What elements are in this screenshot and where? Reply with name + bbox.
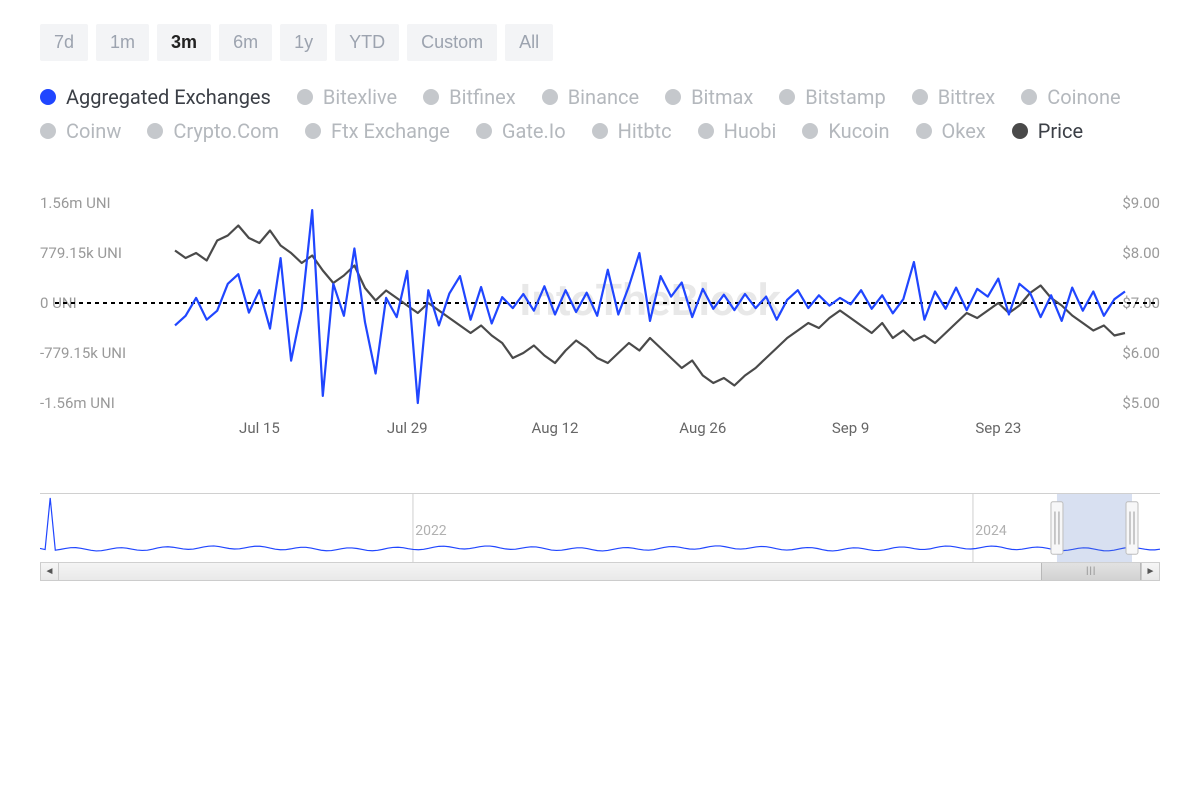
legend-item-bitstamp[interactable]: Bitstamp	[779, 85, 885, 109]
legend-dot-icon	[802, 123, 818, 139]
y-left-tick: -779.15k UNI	[40, 344, 126, 362]
legend-dot-icon	[912, 89, 928, 105]
legend-item-kucoin[interactable]: Kucoin	[802, 119, 889, 143]
legend-label: Bitexlive	[323, 85, 397, 109]
x-tick: Jul 15	[239, 419, 280, 437]
range-btn-ytd[interactable]: YTD	[335, 24, 399, 61]
legend-item-hitbtc[interactable]: Hitbtc	[592, 119, 672, 143]
legend-dot-icon	[592, 123, 608, 139]
nav-handle-left[interactable]	[1051, 502, 1063, 554]
range-btn-all[interactable]: All	[505, 24, 553, 61]
legend-dot-icon	[779, 89, 795, 105]
legend-label: Huobi	[724, 119, 777, 143]
range-btn-1y[interactable]: 1y	[280, 24, 327, 61]
range-btn-1m[interactable]: 1m	[96, 24, 149, 61]
legend-item-aggregated-exchanges[interactable]: Aggregated Exchanges	[40, 85, 271, 109]
legend-item-huobi[interactable]: Huobi	[698, 119, 777, 143]
legend-item-ftx-exchange[interactable]: Ftx Exchange	[305, 119, 450, 143]
range-btn-3m[interactable]: 3m	[157, 24, 211, 61]
range-btn-custom[interactable]: Custom	[407, 24, 497, 61]
nav-window[interactable]	[1057, 494, 1132, 562]
legend-item-binance[interactable]: Binance	[542, 85, 639, 109]
legend-dot-icon	[40, 89, 56, 105]
x-tick: Jul 29	[387, 419, 428, 437]
navigator-scrollbar[interactable]: ◄ ||| ►	[40, 563, 1160, 581]
legend-item-gate-io[interactable]: Gate.Io	[476, 119, 566, 143]
legend-dot-icon	[916, 123, 932, 139]
legend-dot-icon	[698, 123, 714, 139]
legend-label: Bitmax	[691, 85, 753, 109]
legend-dot-icon	[542, 89, 558, 105]
legend-item-bitexlive[interactable]: Bitexlive	[297, 85, 397, 109]
y-right-tick: $5.00	[1122, 394, 1160, 412]
y-right-tick: $6.00	[1122, 344, 1160, 362]
x-tick: Aug 12	[532, 419, 579, 437]
y-right-tick: $9.00	[1122, 194, 1160, 212]
legend-item-bittrex[interactable]: Bittrex	[912, 85, 996, 109]
legend-label: Bitstamp	[805, 85, 885, 109]
y-left-tick: 1.56m UNI	[40, 194, 111, 212]
range-btn-6m[interactable]: 6m	[219, 24, 272, 61]
y-left-tick: -1.56m UNI	[40, 394, 115, 412]
legend-item-crypto-com[interactable]: Crypto.Com	[147, 119, 279, 143]
legend-dot-icon	[297, 89, 313, 105]
y-left-tick: 779.15k UNI	[40, 244, 122, 262]
legend-dot-icon	[40, 123, 56, 139]
legend-dot-icon	[423, 89, 439, 105]
legend-dot-icon	[1021, 89, 1037, 105]
nav-year-label: 2024	[975, 523, 1007, 539]
time-range-selector: 7d1m3m6m1yYTDCustomAll	[40, 24, 1160, 61]
legend-label: Kucoin	[828, 119, 889, 143]
legend-item-bitfinex[interactable]: Bitfinex	[423, 85, 516, 109]
scroll-track[interactable]: |||	[59, 563, 1141, 580]
legend-item-coinw[interactable]: Coinw	[40, 119, 121, 143]
range-btn-7d[interactable]: 7d	[40, 24, 88, 61]
navigator: 2022 2024 ◄ ||| ►	[40, 493, 1160, 581]
legend-label: Crypto.Com	[173, 119, 279, 143]
legend-dot-icon	[305, 123, 321, 139]
x-tick: Aug 26	[679, 419, 726, 437]
legend-label: Coinone	[1047, 85, 1120, 109]
nav-handle-right[interactable]	[1126, 502, 1138, 554]
x-tick: Sep 9	[832, 419, 869, 437]
legend-label: Binance	[568, 85, 639, 109]
legend-dot-icon	[147, 123, 163, 139]
legend: Aggregated Exchanges Bitexlive Bitfinex Bin…	[40, 85, 1160, 143]
legend-label: Bittrex	[938, 85, 996, 109]
legend-item-okex[interactable]: Okex	[916, 119, 986, 143]
x-tick: Sep 23	[975, 419, 1021, 437]
scroll-right-button[interactable]: ►	[1141, 563, 1159, 580]
legend-dot-icon	[476, 123, 492, 139]
legend-label: Gate.Io	[502, 119, 566, 143]
legend-dot-icon	[665, 89, 681, 105]
scroll-thumb[interactable]: |||	[1041, 563, 1141, 580]
legend-label: Aggregated Exchanges	[66, 85, 271, 109]
y-right-tick: $8.00	[1122, 244, 1160, 262]
nav-year-label: 2022	[415, 523, 447, 539]
main-chart: IntoTheBlock1.56m UNI779.15k UNI0 UNI-77…	[40, 183, 1160, 463]
scroll-left-button[interactable]: ◄	[41, 563, 59, 580]
legend-label: Bitfinex	[449, 85, 516, 109]
legend-dot-icon	[1012, 123, 1028, 139]
legend-label: Price	[1038, 119, 1083, 143]
legend-item-coinone[interactable]: Coinone	[1021, 85, 1120, 109]
legend-item-price[interactable]: Price	[1012, 119, 1083, 143]
legend-item-bitmax[interactable]: Bitmax	[665, 85, 753, 109]
legend-label: Coinw	[66, 119, 121, 143]
legend-label: Okex	[942, 119, 986, 143]
legend-label: Hitbtc	[618, 119, 672, 143]
legend-label: Ftx Exchange	[331, 119, 450, 143]
